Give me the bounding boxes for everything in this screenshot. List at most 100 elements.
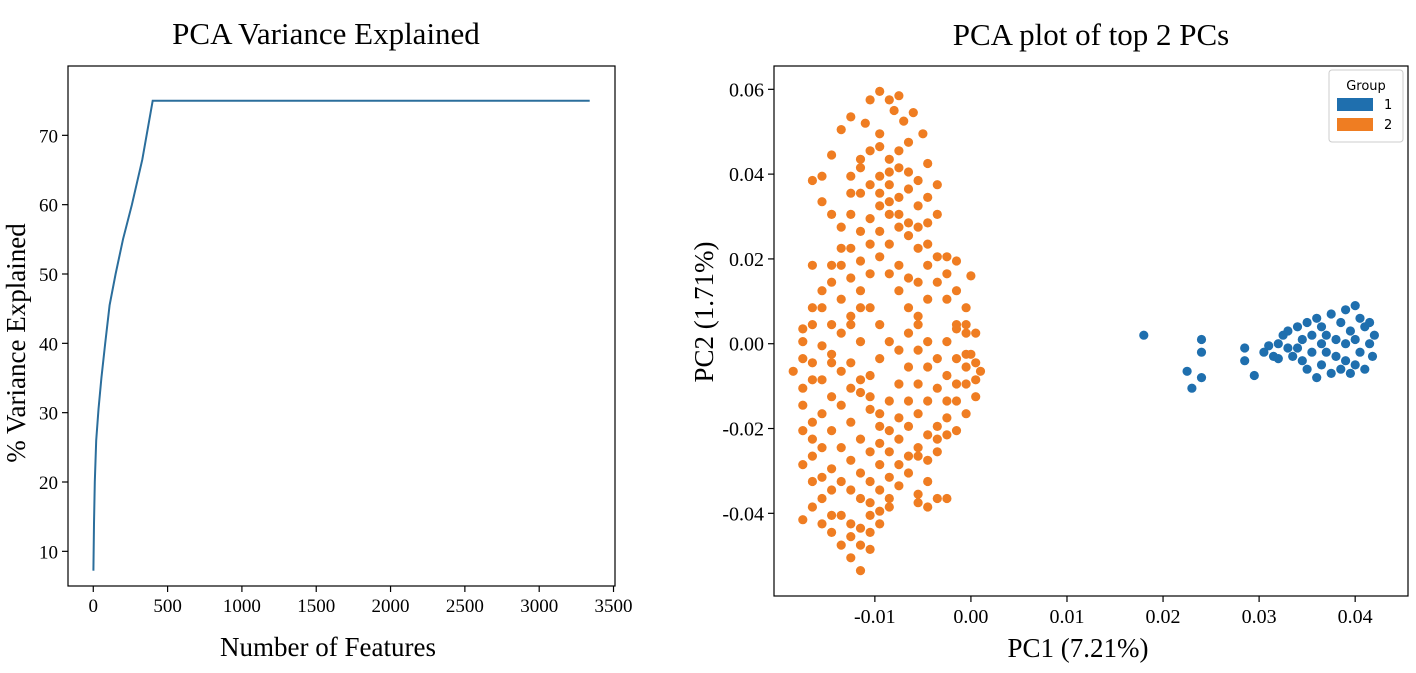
pca-point-group-2 — [836, 260, 846, 270]
pca-point-group-1 — [1350, 301, 1360, 311]
pca-point-group-2 — [884, 197, 894, 207]
pca-point-group-2 — [865, 95, 875, 105]
pca-point-group-1 — [1307, 347, 1317, 357]
pca-point-group-1 — [1355, 313, 1365, 323]
pca-point-group-2 — [942, 493, 952, 504]
pca-point-group-2 — [817, 519, 827, 529]
variance-chart: PCA Variance Explained 0 500 1000 1500 2000 2… — [1, 16, 633, 662]
pca-point-group-2 — [846, 358, 856, 368]
pca-point-group-2 — [846, 311, 856, 321]
pca-point-group-2 — [865, 527, 875, 538]
pca-point-group-2 — [923, 476, 933, 487]
pca-point-group-2 — [913, 451, 923, 461]
pca-point-group-2 — [798, 515, 808, 525]
pca-point-group-2 — [846, 455, 856, 465]
pca-point-group-2 — [894, 209, 904, 219]
pca-point-group-1 — [1273, 339, 1283, 349]
pca-point-group-1 — [1345, 368, 1355, 378]
pca-point-group-2 — [961, 409, 971, 419]
pca-y-tick-label: -0.02 — [722, 419, 764, 441]
pca-point-group-2 — [932, 180, 942, 190]
pca-point-group-2 — [903, 218, 914, 228]
legend-swatch-group-2 — [1337, 118, 1373, 131]
pca-point-group-2 — [807, 375, 818, 385]
pca-point-group-2 — [865, 180, 875, 190]
variance-x-tick-label: 0 — [89, 596, 99, 617]
pca-point-group-2 — [855, 375, 866, 385]
pca-point-group-2 — [961, 320, 971, 330]
pca-point-group-2 — [884, 502, 894, 512]
pca-point-group-2 — [918, 129, 928, 139]
pca-point-group-2 — [817, 375, 827, 385]
pca-point-group-2 — [942, 396, 952, 406]
pca-point-group-2 — [923, 158, 933, 169]
pca-point-group-2 — [855, 226, 866, 236]
pca-y-tick-label: 0.02 — [729, 249, 764, 271]
pca-point-group-2 — [855, 286, 866, 296]
pca-point-group-2 — [913, 222, 923, 232]
pca-point-group-2 — [942, 269, 952, 279]
pca-point-group-2 — [817, 341, 827, 351]
pca-point-group-2 — [836, 540, 846, 550]
pca-x-tick-label: 0.02 — [1146, 606, 1181, 628]
pca-point-group-2 — [913, 409, 923, 419]
pca-point-group-2 — [807, 476, 818, 487]
variance-x-tick-label: 2500 — [446, 596, 484, 617]
pca-point-group-2 — [875, 188, 885, 198]
pca-point-group-2 — [923, 430, 933, 440]
pca-point-group-2 — [923, 294, 933, 304]
pca-point-group-2 — [951, 426, 962, 436]
pca-point-group-1 — [1297, 356, 1307, 366]
pca-point-group-2 — [932, 447, 942, 457]
pca-y-tick-label: 0.04 — [729, 164, 764, 186]
pca-point-group-1 — [1288, 351, 1298, 361]
pca-point-group-2 — [827, 150, 837, 160]
legend-label-group-2: 2 — [1384, 118, 1392, 133]
pca-point-group-2 — [836, 294, 846, 304]
variance-y-axis-label: % Variance Explained — [1, 223, 31, 463]
pca-point-group-2 — [932, 434, 942, 444]
pca-point-group-2 — [855, 493, 866, 504]
pca-point-group-2 — [865, 510, 875, 520]
pca-x-tick-label: -0.01 — [854, 606, 896, 628]
variance-x-tick-label: 3000 — [520, 596, 558, 617]
variance-y-tick-label: 10 — [39, 542, 58, 563]
pca-point-group-2 — [807, 303, 818, 313]
pca-point-group-2 — [903, 273, 914, 283]
pca-point-group-1 — [1240, 356, 1250, 366]
pca-point-group-2 — [875, 226, 885, 236]
pca-y-tick-label: -0.04 — [722, 503, 764, 525]
pca-point-group-2 — [855, 154, 866, 164]
pca-point-group-2 — [817, 197, 827, 207]
pca-point-group-2 — [971, 358, 981, 368]
pca-point-group-1 — [1355, 347, 1365, 357]
pca-point-group-2 — [894, 413, 904, 423]
pca-point-group-2 — [932, 209, 942, 219]
pca-point-group-2 — [875, 485, 885, 495]
pca-point-group-1 — [1350, 334, 1360, 345]
pca-point-group-1 — [1360, 364, 1370, 374]
pca-point-group-2 — [884, 239, 894, 249]
pca-point-group-2 — [865, 498, 875, 508]
variance-y-tick-label: 60 — [39, 196, 58, 217]
pca-point-group-2 — [875, 519, 885, 529]
pca-y-axis-label: PC2 (1.71%) — [689, 242, 719, 383]
pca-point-group-1 — [1336, 364, 1346, 374]
pca-x-axis-label: PC1 (7.21%) — [1008, 633, 1149, 663]
pca-point-group-2 — [827, 464, 837, 474]
pca-point-group-2 — [846, 273, 856, 283]
pca-point-group-2 — [884, 209, 894, 219]
pca-point-group-2 — [884, 154, 894, 164]
pca-point-group-2 — [942, 430, 952, 440]
pca-point-group-2 — [817, 443, 827, 453]
pca-point-group-2 — [846, 485, 856, 495]
pca-point-group-2 — [908, 108, 918, 118]
pca-point-group-2 — [923, 455, 933, 465]
pca-point-group-2 — [855, 387, 866, 398]
pca-point-group-1 — [1182, 366, 1192, 376]
pca-point-group-1 — [1259, 347, 1269, 357]
pca-x-tick-label: 0.01 — [1049, 606, 1084, 628]
pca-point-group-2 — [846, 417, 856, 427]
pca-point-group-2 — [884, 426, 894, 436]
pca-point-group-1 — [1292, 322, 1303, 332]
